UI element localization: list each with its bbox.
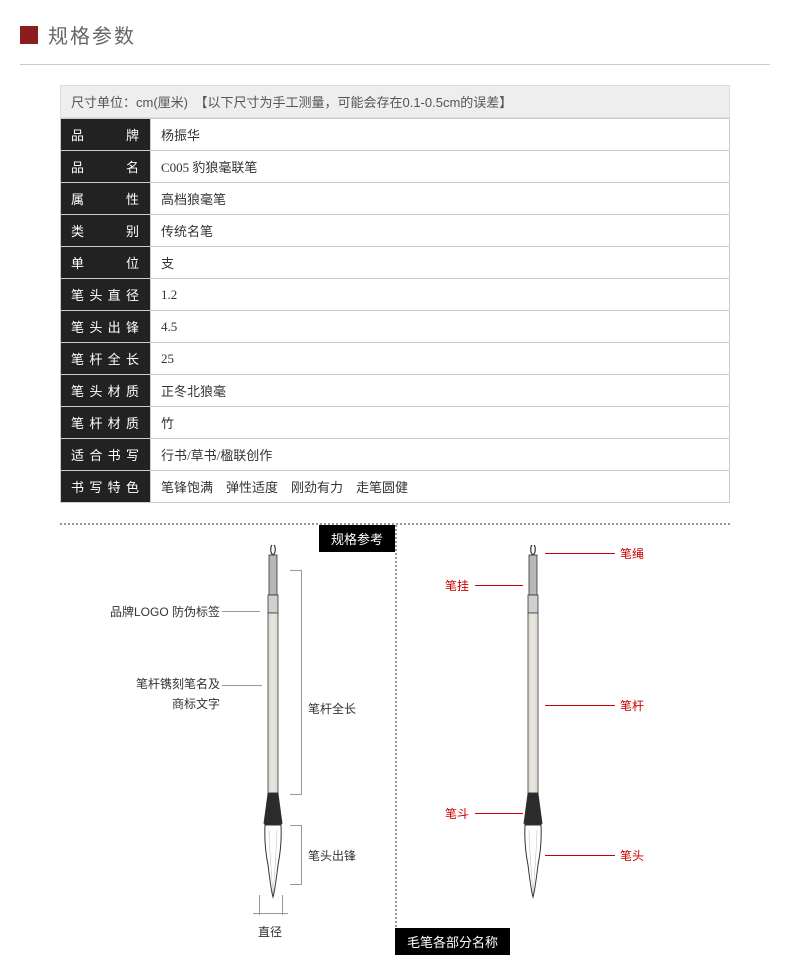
table-row: 适合书写行书/草书/楹联创作 <box>61 439 730 471</box>
spec-label: 适合书写 <box>61 439 151 471</box>
spec-label: 笔头出锋 <box>61 311 151 343</box>
dim-bracket-shaft <box>290 570 302 795</box>
spec-label: 笔杆材质 <box>61 407 151 439</box>
dim-bracket-tip <box>290 825 302 885</box>
section-title: 规格参数 <box>48 20 136 49</box>
spec-label: 类 别 <box>61 215 151 247</box>
ann-line-red <box>475 585 523 586</box>
brush-right <box>520 545 546 910</box>
spec-label: 笔头材质 <box>61 375 151 407</box>
spec-value: 笔锋饱满 弹性适度 刚劲有力 走笔圆健 <box>151 471 730 503</box>
unit-note: 尺寸单位：cm(厘米) 【以下尺寸为手工测量，可能会存在0.1-0.5cm的误差… <box>60 85 730 118</box>
table-row: 笔头材质正冬北狼毫 <box>61 375 730 407</box>
section-header: 规格参数 <box>20 20 770 49</box>
spec-label: 品 牌 <box>61 119 151 151</box>
ann-line <box>253 913 288 914</box>
table-row: 品 名C005 豹狼毫联笔 <box>61 151 730 183</box>
spec-value: 正冬北狼毫 <box>151 375 730 407</box>
ann-line <box>259 895 260 915</box>
spec-value: 4.5 <box>151 311 730 343</box>
spec-value: 支 <box>151 247 730 279</box>
brush-left <box>260 545 286 910</box>
spec-table: 品 牌杨振华品 名C005 豹狼毫联笔属 性高档狼毫笔类 别传统名笔单 位支笔头… <box>60 118 730 503</box>
table-row: 书写特色笔锋饱满 弹性适度 刚劲有力 走笔圆健 <box>61 471 730 503</box>
ann-shaft-len: 笔杆全长 <box>308 700 356 717</box>
ann-line-red <box>545 705 615 706</box>
spec-value: C005 豹狼毫联笔 <box>151 151 730 183</box>
ann-engrave2: 商标文字 <box>90 695 220 712</box>
spec-label: 书写特色 <box>61 471 151 503</box>
spec-value: 1.2 <box>151 279 730 311</box>
spec-value: 25 <box>151 343 730 375</box>
ann-hang: 笔挂 <box>445 577 469 594</box>
ann-ferrule: 笔斗 <box>445 805 469 822</box>
table-row: 类 别传统名笔 <box>61 215 730 247</box>
spec-value: 传统名笔 <box>151 215 730 247</box>
table-row: 笔头出锋4.5 <box>61 311 730 343</box>
spec-value: 杨振华 <box>151 119 730 151</box>
ann-shaft: 笔杆 <box>620 697 644 714</box>
table-row: 笔杆全长25 <box>61 343 730 375</box>
ann-engrave1: 笔杆镌刻笔名及 <box>90 675 220 692</box>
ann-line-red <box>545 855 615 856</box>
ann-line-red <box>475 813 523 814</box>
ann-rope: 笔绳 <box>620 545 644 562</box>
diagram-area: 规格参考 品牌LOGO 防伪标签 笔杆镌刻笔名及 商标文字 笔杆全长 <box>60 525 730 955</box>
ann-tip: 笔头 <box>620 847 644 864</box>
ann-diameter: 直径 <box>258 923 282 940</box>
ann-line <box>222 611 260 612</box>
ann-logo: 品牌LOGO 防伪标签 <box>80 603 220 620</box>
spec-label: 单 位 <box>61 247 151 279</box>
table-row: 笔杆材质竹 <box>61 407 730 439</box>
ann-line <box>282 895 283 915</box>
table-row: 笔头直径1.2 <box>61 279 730 311</box>
tag-parts: 毛笔各部分名称 <box>395 928 510 955</box>
ann-line <box>222 685 262 686</box>
spec-label: 属 性 <box>61 183 151 215</box>
ann-tip-len: 笔头出锋 <box>308 847 356 864</box>
header-marker <box>20 26 38 44</box>
spec-value: 竹 <box>151 407 730 439</box>
table-row: 品 牌杨振华 <box>61 119 730 151</box>
tag-spec-ref: 规格参考 <box>319 525 395 552</box>
spec-label: 笔头直径 <box>61 279 151 311</box>
ann-line-red <box>545 553 615 554</box>
diagram-left: 规格参考 品牌LOGO 防伪标签 笔杆镌刻笔名及 商标文字 笔杆全长 <box>60 525 395 955</box>
spec-label: 品 名 <box>61 151 151 183</box>
spec-value: 行书/草书/楹联创作 <box>151 439 730 471</box>
table-row: 单 位支 <box>61 247 730 279</box>
spec-label: 笔杆全长 <box>61 343 151 375</box>
spec-value: 高档狼毫笔 <box>151 183 730 215</box>
divider <box>20 64 770 65</box>
diagram-right: 毛笔各部分名称 笔绳 笔挂 笔杆 笔斗 <box>395 525 730 955</box>
table-row: 属 性高档狼毫笔 <box>61 183 730 215</box>
